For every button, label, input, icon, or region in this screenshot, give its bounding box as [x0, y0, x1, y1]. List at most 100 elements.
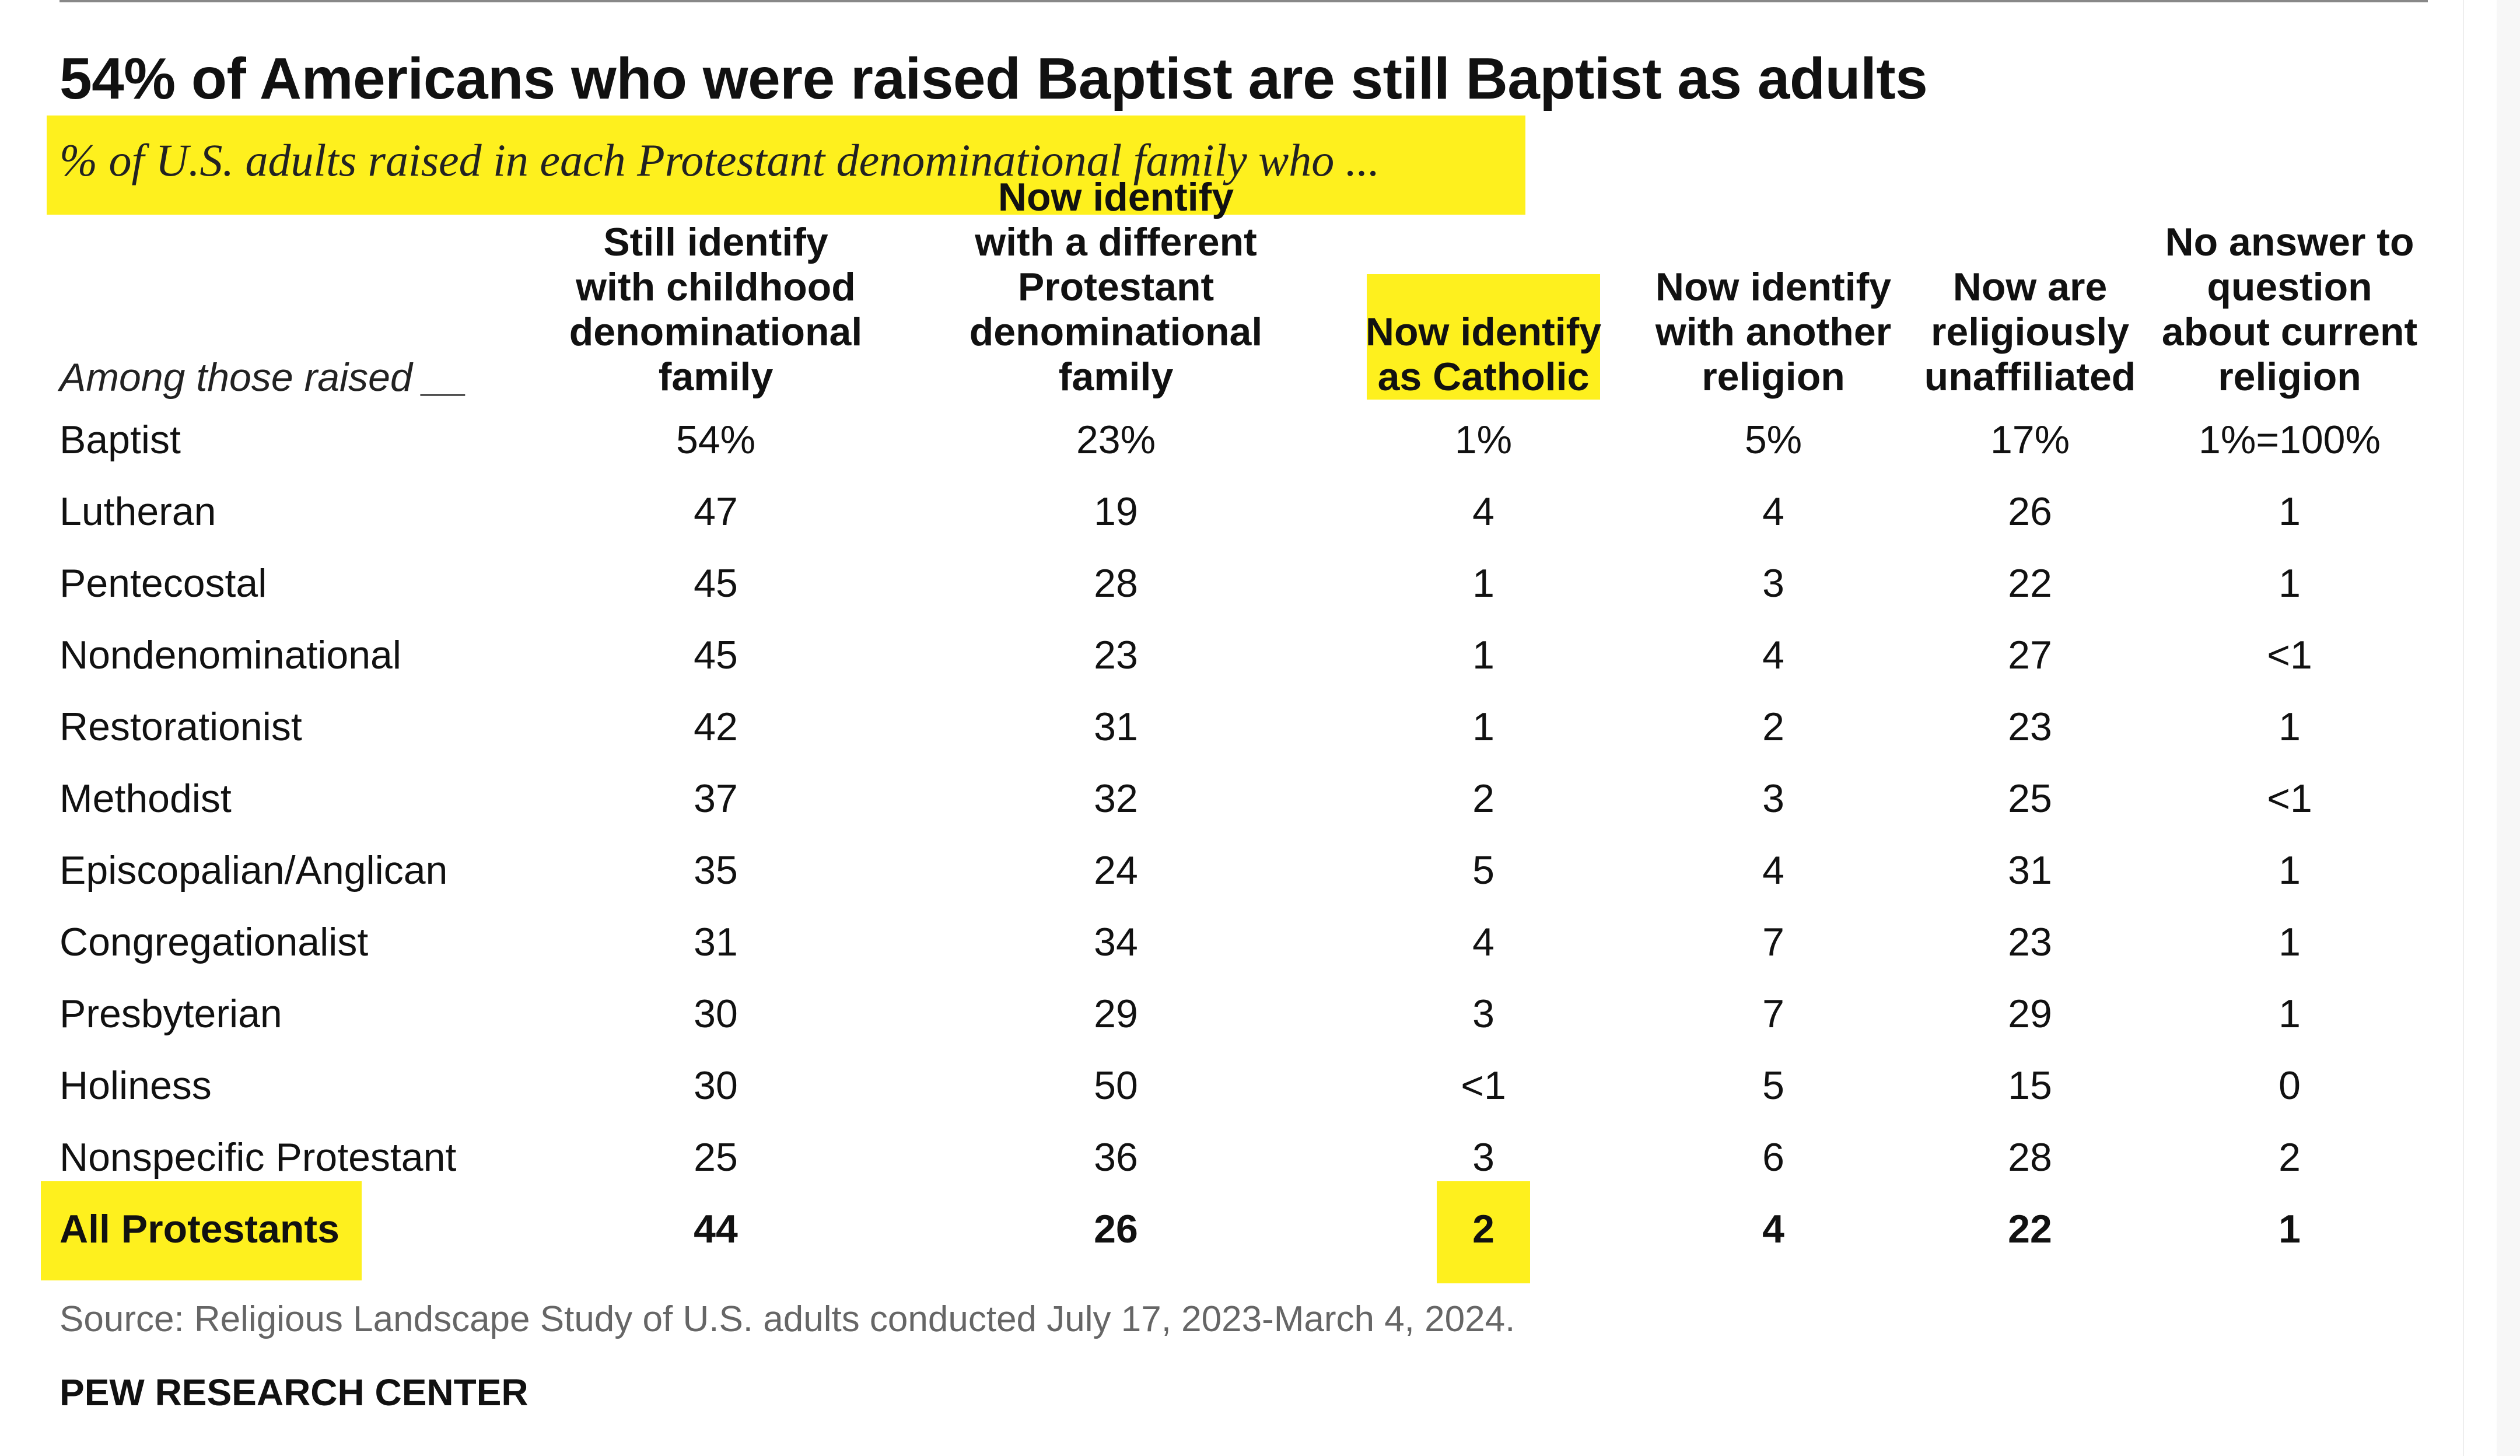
table-cell: 31: [694, 920, 738, 964]
table-cell: 22: [2008, 561, 2052, 606]
row-header-label: Among those raised __: [60, 355, 468, 400]
table-cell: 1: [2278, 561, 2301, 606]
table-cell: 3: [1472, 1135, 1494, 1180]
row-label: Restorationist: [60, 705, 302, 749]
table-cell: 5: [1762, 1063, 1784, 1108]
table-cell: 1: [1472, 561, 1494, 606]
cell-highlight: [1437, 1181, 1530, 1283]
table-cell: 45: [694, 561, 738, 606]
table-cell: 17%: [1990, 418, 2070, 462]
table-cell: 36: [1094, 1135, 1138, 1180]
table-cell: 26: [1094, 1207, 1138, 1251]
row-label: All Protestants: [60, 1207, 340, 1251]
table-cell: 1%: [1454, 418, 1513, 462]
table-cell: 3: [1762, 776, 1784, 821]
table-cell: 50: [1094, 1063, 1138, 1108]
column-header: No answer to question about current reli…: [2161, 220, 2418, 399]
table-cell: 25: [694, 1135, 738, 1180]
brand-name: PEW RESEARCH CENTER: [60, 1371, 528, 1413]
table-cell: 1: [1472, 633, 1494, 677]
row-label: Lutheran: [60, 489, 216, 534]
table-cell: 1: [2278, 705, 2301, 749]
table-cell: 24: [1094, 848, 1138, 892]
column-header: Still identify with childhood denominati…: [569, 220, 863, 399]
row-label-highlight: [41, 1181, 362, 1280]
table-cell: 29: [2008, 992, 2052, 1036]
table-cell: 2: [2278, 1135, 2301, 1180]
table-cell: 2: [1472, 1207, 1494, 1251]
table-cell: 42: [694, 705, 738, 749]
column-header: Now are religiously unaffiliated: [1924, 265, 2136, 399]
table-cell: 15: [2008, 1063, 2052, 1108]
column-header-highlight: [1367, 274, 1600, 400]
table-cell: 34: [1094, 920, 1138, 964]
table-cell: 27: [2008, 633, 2052, 677]
table-cell: 1: [2278, 489, 2301, 534]
table-cell: 45: [694, 633, 738, 677]
page-edge: [2463, 0, 2464, 1456]
table-cell: 7: [1762, 992, 1784, 1036]
table-cell: 22: [2008, 1207, 2052, 1251]
table-cell: 4: [1472, 920, 1494, 964]
table-cell: 4: [1762, 1207, 1784, 1251]
table-cell: 28: [2008, 1135, 2052, 1180]
source-note: Source: Religious Landscape Study of U.S…: [60, 1299, 1516, 1339]
column-header: Now identify with another religion: [1655, 265, 1892, 399]
table-cell: 1: [2278, 920, 2301, 964]
column-header: Now identify with a different Protestant…: [969, 175, 1263, 399]
column-header: Now identify as Catholic: [1365, 310, 1602, 399]
table-cell: 6: [1762, 1135, 1784, 1180]
table-cell: 1: [2278, 1207, 2301, 1251]
row-label: Congregationalist: [60, 920, 369, 964]
table-cell: 30: [694, 992, 738, 1036]
table-cell: <1: [2267, 776, 2312, 821]
table-cell: 35: [694, 848, 738, 892]
table-cell: 4: [1762, 633, 1784, 677]
table-cell: 5%: [1744, 418, 1803, 462]
table-cell: 1: [2278, 992, 2301, 1036]
row-label: Baptist: [60, 418, 181, 462]
table-cell: <1: [2267, 633, 2312, 677]
top-rule: [60, 0, 2428, 2]
table-cell: 23: [2008, 705, 2052, 749]
table-cell: 47: [694, 489, 738, 534]
table-cell: 30: [694, 1063, 738, 1108]
table-cell: 25: [2008, 776, 2052, 821]
scroll-gutter: [2497, 0, 2520, 1456]
table-cell: 28: [1094, 561, 1138, 606]
table-cell: 31: [2008, 848, 2052, 892]
chart-subtitle: % of U.S. adults raised in each Protesta…: [60, 135, 1380, 186]
table-cell: 3: [1472, 992, 1494, 1036]
table-cell: 5: [1472, 848, 1494, 892]
table-cell: 4: [1762, 848, 1784, 892]
row-label: Holiness: [60, 1063, 212, 1108]
table-cell: 19: [1094, 489, 1138, 534]
table-cell: 4: [1472, 489, 1494, 534]
chart-title: 54% of Americans who were raised Baptist…: [60, 46, 1928, 111]
table-cell: 37: [694, 776, 738, 821]
table-cell: 23: [1094, 633, 1138, 677]
row-label: Pentecostal: [60, 561, 267, 606]
row-label: Presbyterian: [60, 992, 282, 1036]
table-cell: 7: [1762, 920, 1784, 964]
row-label: Nondenominational: [60, 633, 401, 677]
table-cell: 23: [2008, 920, 2052, 964]
table-cell: 4: [1762, 489, 1784, 534]
table-cell: 32: [1094, 776, 1138, 821]
table-cell: 29: [1094, 992, 1138, 1036]
table-cell: 54%: [676, 418, 756, 462]
row-label: Nonspecific Protestant: [60, 1135, 457, 1180]
table-cell: 44: [694, 1207, 738, 1251]
table-cell: 2: [1762, 705, 1784, 749]
subtitle-highlight: [47, 116, 1525, 215]
table-cell: <1: [1461, 1063, 1506, 1108]
table-cell: 2: [1472, 776, 1494, 821]
table-cell: 23%: [1076, 418, 1156, 462]
table-cell: 31: [1094, 705, 1138, 749]
table-cell: 26: [2008, 489, 2052, 534]
table-cell: 3: [1762, 561, 1784, 606]
table-cell: 1: [2278, 848, 2301, 892]
row-label: Methodist: [60, 776, 232, 821]
row-label: Episcopalian/Anglican: [60, 848, 448, 892]
table-cell: 1%=100%: [2199, 418, 2381, 462]
